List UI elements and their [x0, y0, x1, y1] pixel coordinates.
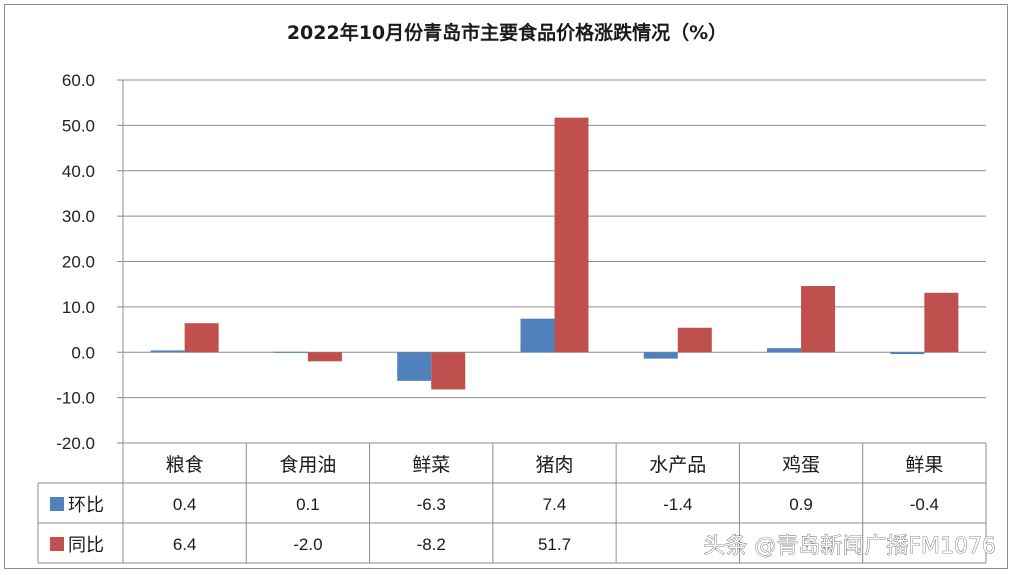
category-label: 猪肉: [535, 454, 573, 476]
y-axis: 60.0 50.0 40.0 30.0 20.0 10.0 0.0 -10.0 -20.0: [56, 71, 124, 453]
table-cell-value: 7.4: [543, 495, 567, 514]
bars: [150, 117, 959, 390]
chart-frame: [4, 4, 1008, 569]
watermark-text: 头条 @青岛新闻广播FM1076: [703, 534, 996, 559]
table-cell-value: -2.0: [293, 535, 322, 554]
y-tick-label: 30.0: [62, 207, 95, 226]
bar-mom: [520, 318, 555, 353]
bar-mom: [150, 350, 185, 353]
bar-mom: [397, 352, 432, 381]
bar-mom: [767, 348, 802, 353]
legend-label: 同比: [68, 535, 104, 556]
table-cell-value: 0.9: [789, 495, 813, 514]
bar-yoy: [924, 292, 959, 353]
legend-label: 环比: [68, 495, 104, 516]
bar-mom: [643, 352, 678, 359]
category-label: 水产品: [649, 454, 706, 476]
y-tick-label: -10.0: [56, 389, 95, 408]
bar-mom: [273, 351, 308, 353]
table-cell-value: -6.3: [417, 495, 446, 514]
y-tick-label: 0.0: [71, 343, 95, 362]
y-tick-label: 60.0: [62, 71, 95, 90]
legend-swatch: [50, 497, 64, 511]
bar-yoy: [184, 323, 219, 353]
bar-yoy: [677, 327, 712, 353]
table-cell-value: 0.1: [296, 495, 320, 514]
category-label: 鸡蛋: [782, 454, 820, 476]
y-tick-label: -20.0: [56, 434, 95, 453]
category-label: 食用油: [279, 454, 336, 476]
category-label: 鲜果: [905, 454, 943, 476]
bar-mom: [890, 352, 925, 355]
category-label: 粮食: [166, 454, 204, 476]
table-cell-value: -8.2: [417, 535, 446, 554]
table-cell-value: 6.4: [173, 535, 197, 554]
chart-title: 2022年10月份青岛市主要食品价格涨跌情况（%）: [287, 21, 727, 44]
y-tick-label: 20.0: [62, 253, 95, 272]
y-tick-label: 40.0: [62, 162, 95, 181]
table-cell-value: -1.4: [663, 495, 692, 514]
category-label: 鲜菜: [412, 454, 450, 476]
legend-swatch: [50, 537, 64, 551]
bar-yoy: [801, 286, 836, 353]
bar-yoy: [307, 352, 342, 362]
bar-yoy: [554, 117, 589, 353]
table-cell-value: 0.4: [173, 495, 197, 514]
bar-yoy: [431, 352, 466, 390]
table-cell-value: -0.4: [910, 495, 939, 514]
y-tick-label: 50.0: [62, 116, 95, 135]
y-tick-label: 10.0: [62, 298, 95, 317]
table-cell-value: 51.7: [538, 535, 571, 554]
